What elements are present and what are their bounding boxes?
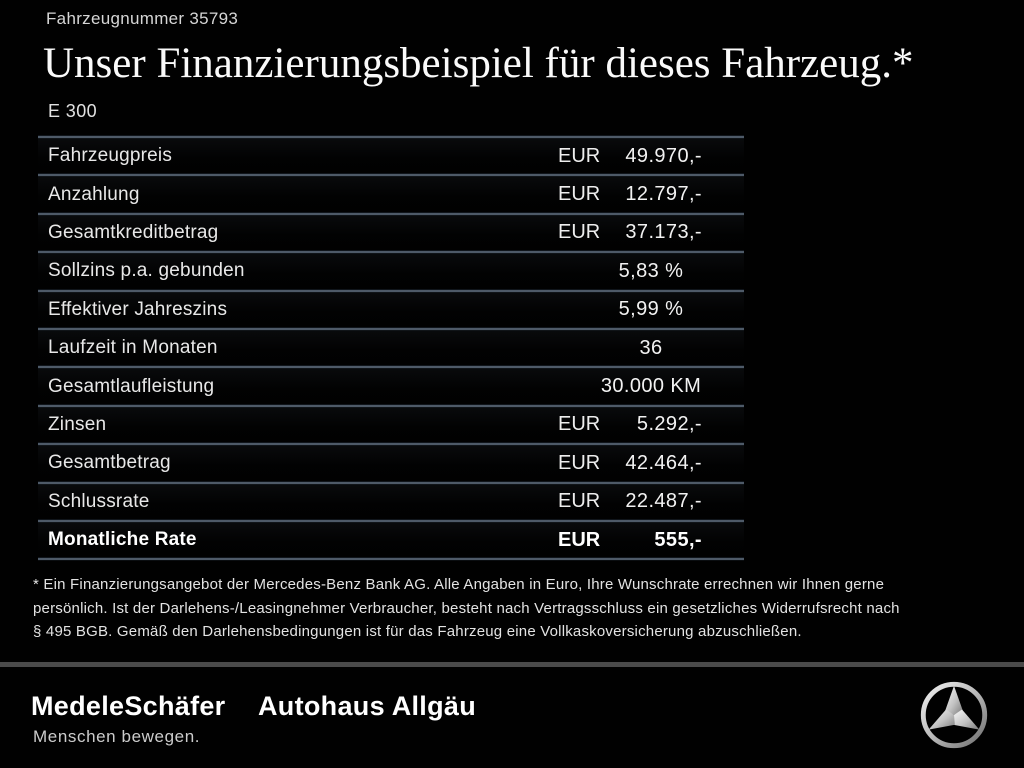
currency-label: EUR: [558, 144, 601, 167]
row-value-cell: EUR 5.292,-: [558, 413, 744, 436]
currency-label: EUR: [558, 183, 601, 206]
row-value: 42.464,-: [625, 451, 702, 474]
footnote-line: * Ein Finanzierungsangebot der Mercedes-…: [33, 576, 885, 593]
row-value-cell: EUR 49.970,-: [558, 145, 744, 168]
row-value-cell: 5,83 %: [558, 260, 744, 283]
row-label: Laufzeit in Monaten: [48, 337, 218, 359]
row-separator: [38, 443, 744, 446]
legal-footnote: * Ein Finanzierungsangebot der Mercedes-…: [33, 573, 1008, 644]
row-value-cell: 36: [558, 337, 744, 360]
vehicle-number: Fahrzeugnummer 35793: [46, 9, 239, 28]
row-label: Gesamtkreditbetrag: [48, 221, 219, 243]
row-value: 30.000 KM: [600, 375, 702, 398]
dealer-tagline: Menschen bewegen.: [33, 727, 201, 746]
row-value: 5,83 %: [618, 259, 684, 282]
page-title: Unser Finanzierungsbeispiel für dieses F…: [43, 40, 914, 87]
row-value-cell: EUR 12.797,-: [558, 183, 744, 206]
table-row: Schlussrate EUR 22.487,-: [38, 483, 744, 520]
row-value-cell: 5,99 %: [558, 298, 744, 321]
row-value-cell: EUR 22.487,-: [558, 490, 744, 513]
row-value: 49.970,-: [625, 144, 702, 167]
row-separator: [38, 519, 744, 522]
mercedes-star-icon: [920, 681, 988, 749]
row-label: Schlussrate: [48, 490, 150, 512]
row-value-cell: EUR 555,-: [558, 529, 744, 552]
model-name: E 300: [48, 101, 98, 121]
row-value: 5.292,-: [636, 413, 702, 436]
row-separator: [38, 481, 744, 484]
row-label: Sollzins p.a. gebunden: [48, 260, 245, 282]
row-separator: [38, 327, 744, 330]
row-value: 555,-: [654, 528, 702, 551]
currency-label: EUR: [558, 413, 601, 436]
row-value-cell: EUR 42.464,-: [558, 452, 744, 475]
table-row: Gesamtkreditbetrag EUR 37.173,-: [38, 214, 744, 252]
footnote-line: persönlich. Ist der Darlehens-/Leasingne…: [33, 599, 900, 617]
table-row: Fahrzeugpreis EUR 49.970,-: [38, 138, 744, 175]
row-value-cell: 30.000 KM: [558, 375, 744, 398]
table-row: Zinsen EUR 5.292,-: [38, 406, 744, 444]
row-label: Gesamtbetrag: [48, 452, 171, 474]
row-label: Fahrzeugpreis: [48, 145, 173, 167]
row-value: 36: [639, 336, 663, 359]
row-separator: [38, 174, 744, 177]
currency-label: EUR: [558, 451, 601, 474]
table-row: Laufzeit in Monaten 36: [38, 329, 744, 367]
row-label: Zinsen: [48, 413, 107, 435]
row-value-cell: EUR 37.173,-: [558, 221, 744, 244]
footnote-line: § 495 BGB. Gemäß den Darlehensbedingunge…: [33, 623, 802, 640]
table-row: Gesamtbetrag EUR 42.464,-: [38, 445, 744, 482]
row-separator: [38, 251, 744, 254]
table-row: Gesamtlaufleistung 30.000 KM: [38, 368, 744, 405]
row-value: 37.173,-: [625, 221, 702, 244]
dealer-logo-medeleschaefer: MedeleSchäfer: [31, 691, 226, 721]
table-row: Sollzins p.a. gebunden 5,83 %: [38, 253, 744, 290]
dealer-logo-autohaus-allgaeu: Autohaus Allgäu: [258, 691, 476, 721]
currency-label: EUR: [558, 528, 601, 551]
financing-table: Fahrzeugpreis EUR 49.970,- Anzahlung EUR…: [38, 136, 744, 561]
row-value: 22.487,-: [625, 490, 702, 513]
row-value: 5,99 %: [618, 298, 684, 321]
row-separator: [38, 366, 744, 369]
row-label: Gesamtlaufleistung: [48, 375, 215, 397]
row-label: Effektiver Jahreszins: [48, 298, 228, 320]
row-value: 12.797,-: [625, 183, 702, 206]
row-separator: [38, 212, 744, 215]
footer-divider: [0, 662, 1024, 667]
currency-label: EUR: [558, 221, 601, 244]
row-separator: [38, 289, 744, 292]
row-separator: [38, 558, 744, 561]
table-row: Monatliche Rate EUR 555,-: [38, 521, 744, 559]
row-label: Monatliche Rate: [48, 529, 197, 551]
row-separator: [38, 404, 744, 407]
currency-label: EUR: [558, 490, 601, 513]
table-row: Anzahlung EUR 12.797,-: [38, 176, 744, 213]
row-label: Anzahlung: [48, 183, 140, 205]
row-separator: [38, 136, 744, 138]
table-row: Effektiver Jahreszins 5,99 %: [38, 291, 744, 328]
